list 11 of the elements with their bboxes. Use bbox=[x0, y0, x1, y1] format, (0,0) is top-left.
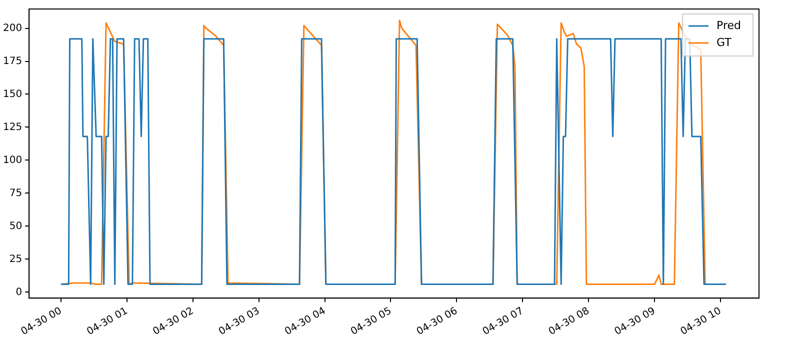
y-tick-label: 175 bbox=[2, 56, 22, 67]
y-tick-label: 100 bbox=[2, 154, 22, 166]
y-tick-label: 125 bbox=[2, 122, 22, 133]
legend-label: GT bbox=[716, 36, 732, 49]
y-tick-label: 50 bbox=[9, 220, 22, 232]
y-tick-label: 200 bbox=[2, 22, 22, 34]
legend-label: Pred bbox=[716, 18, 742, 32]
y-tick-label: 0 bbox=[16, 286, 22, 298]
y-tick-label: 150 bbox=[2, 88, 22, 100]
y-tick-label: 25 bbox=[9, 254, 22, 265]
y-tick-label: 75 bbox=[9, 188, 22, 199]
